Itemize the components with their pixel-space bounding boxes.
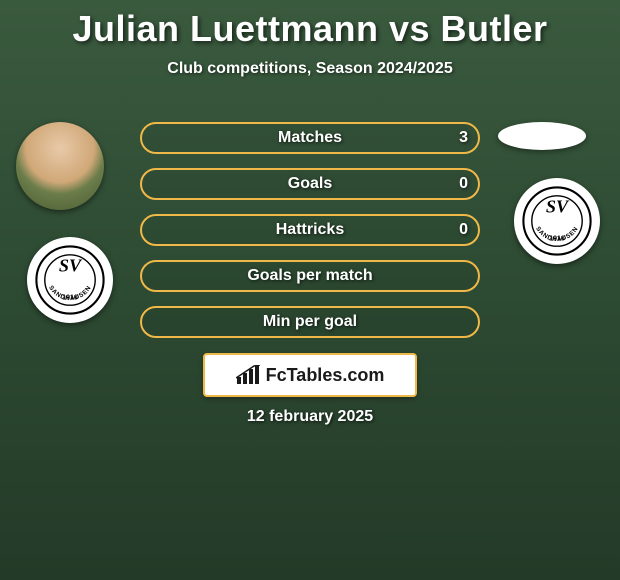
club-badge-right: SV SANDHAUSEN 1916 (514, 178, 600, 264)
brand-text: FcTables.com (266, 365, 385, 386)
svg-text:SV: SV (59, 256, 83, 276)
stat-label: Min per goal (263, 313, 357, 331)
stat-label: Goals (288, 175, 332, 193)
stat-row-min-per-goal: Min per goal (140, 306, 480, 338)
club-badge-left: SV SANDHAUSEN 1916 (27, 237, 113, 323)
player-right-avatar (498, 122, 586, 150)
svg-text:1916: 1916 (62, 295, 78, 302)
chart-icon (236, 365, 260, 385)
player-left-avatar (16, 122, 104, 210)
sandhausen-badge-icon: SV SANDHAUSEN 1916 (522, 186, 592, 256)
date-text: 12 february 2025 (0, 408, 620, 426)
brand-box[interactable]: FcTables.com (203, 353, 417, 397)
stat-value-right: 0 (459, 175, 468, 193)
stat-value-right: 0 (459, 221, 468, 239)
subtitle: Club competitions, Season 2024/2025 (0, 60, 620, 78)
stat-label: Goals per match (247, 267, 372, 285)
stat-row-goals: Goals 0 (140, 168, 480, 200)
page-title: Julian Luettmann vs Butler (0, 0, 620, 50)
stat-label: Matches (278, 129, 342, 147)
stat-row-goals-per-match: Goals per match (140, 260, 480, 292)
stat-row-matches: Matches 3 (140, 122, 480, 154)
svg-text:1916: 1916 (549, 236, 565, 243)
stat-label: Hattricks (276, 221, 344, 239)
svg-text:SV: SV (546, 197, 570, 217)
sandhausen-badge-icon: SV SANDHAUSEN 1916 (35, 245, 105, 315)
stat-value-right: 3 (459, 129, 468, 147)
stat-row-hattricks: Hattricks 0 (140, 214, 480, 246)
stats-panel: Matches 3 Goals 0 Hattricks 0 Goals per … (140, 122, 480, 352)
